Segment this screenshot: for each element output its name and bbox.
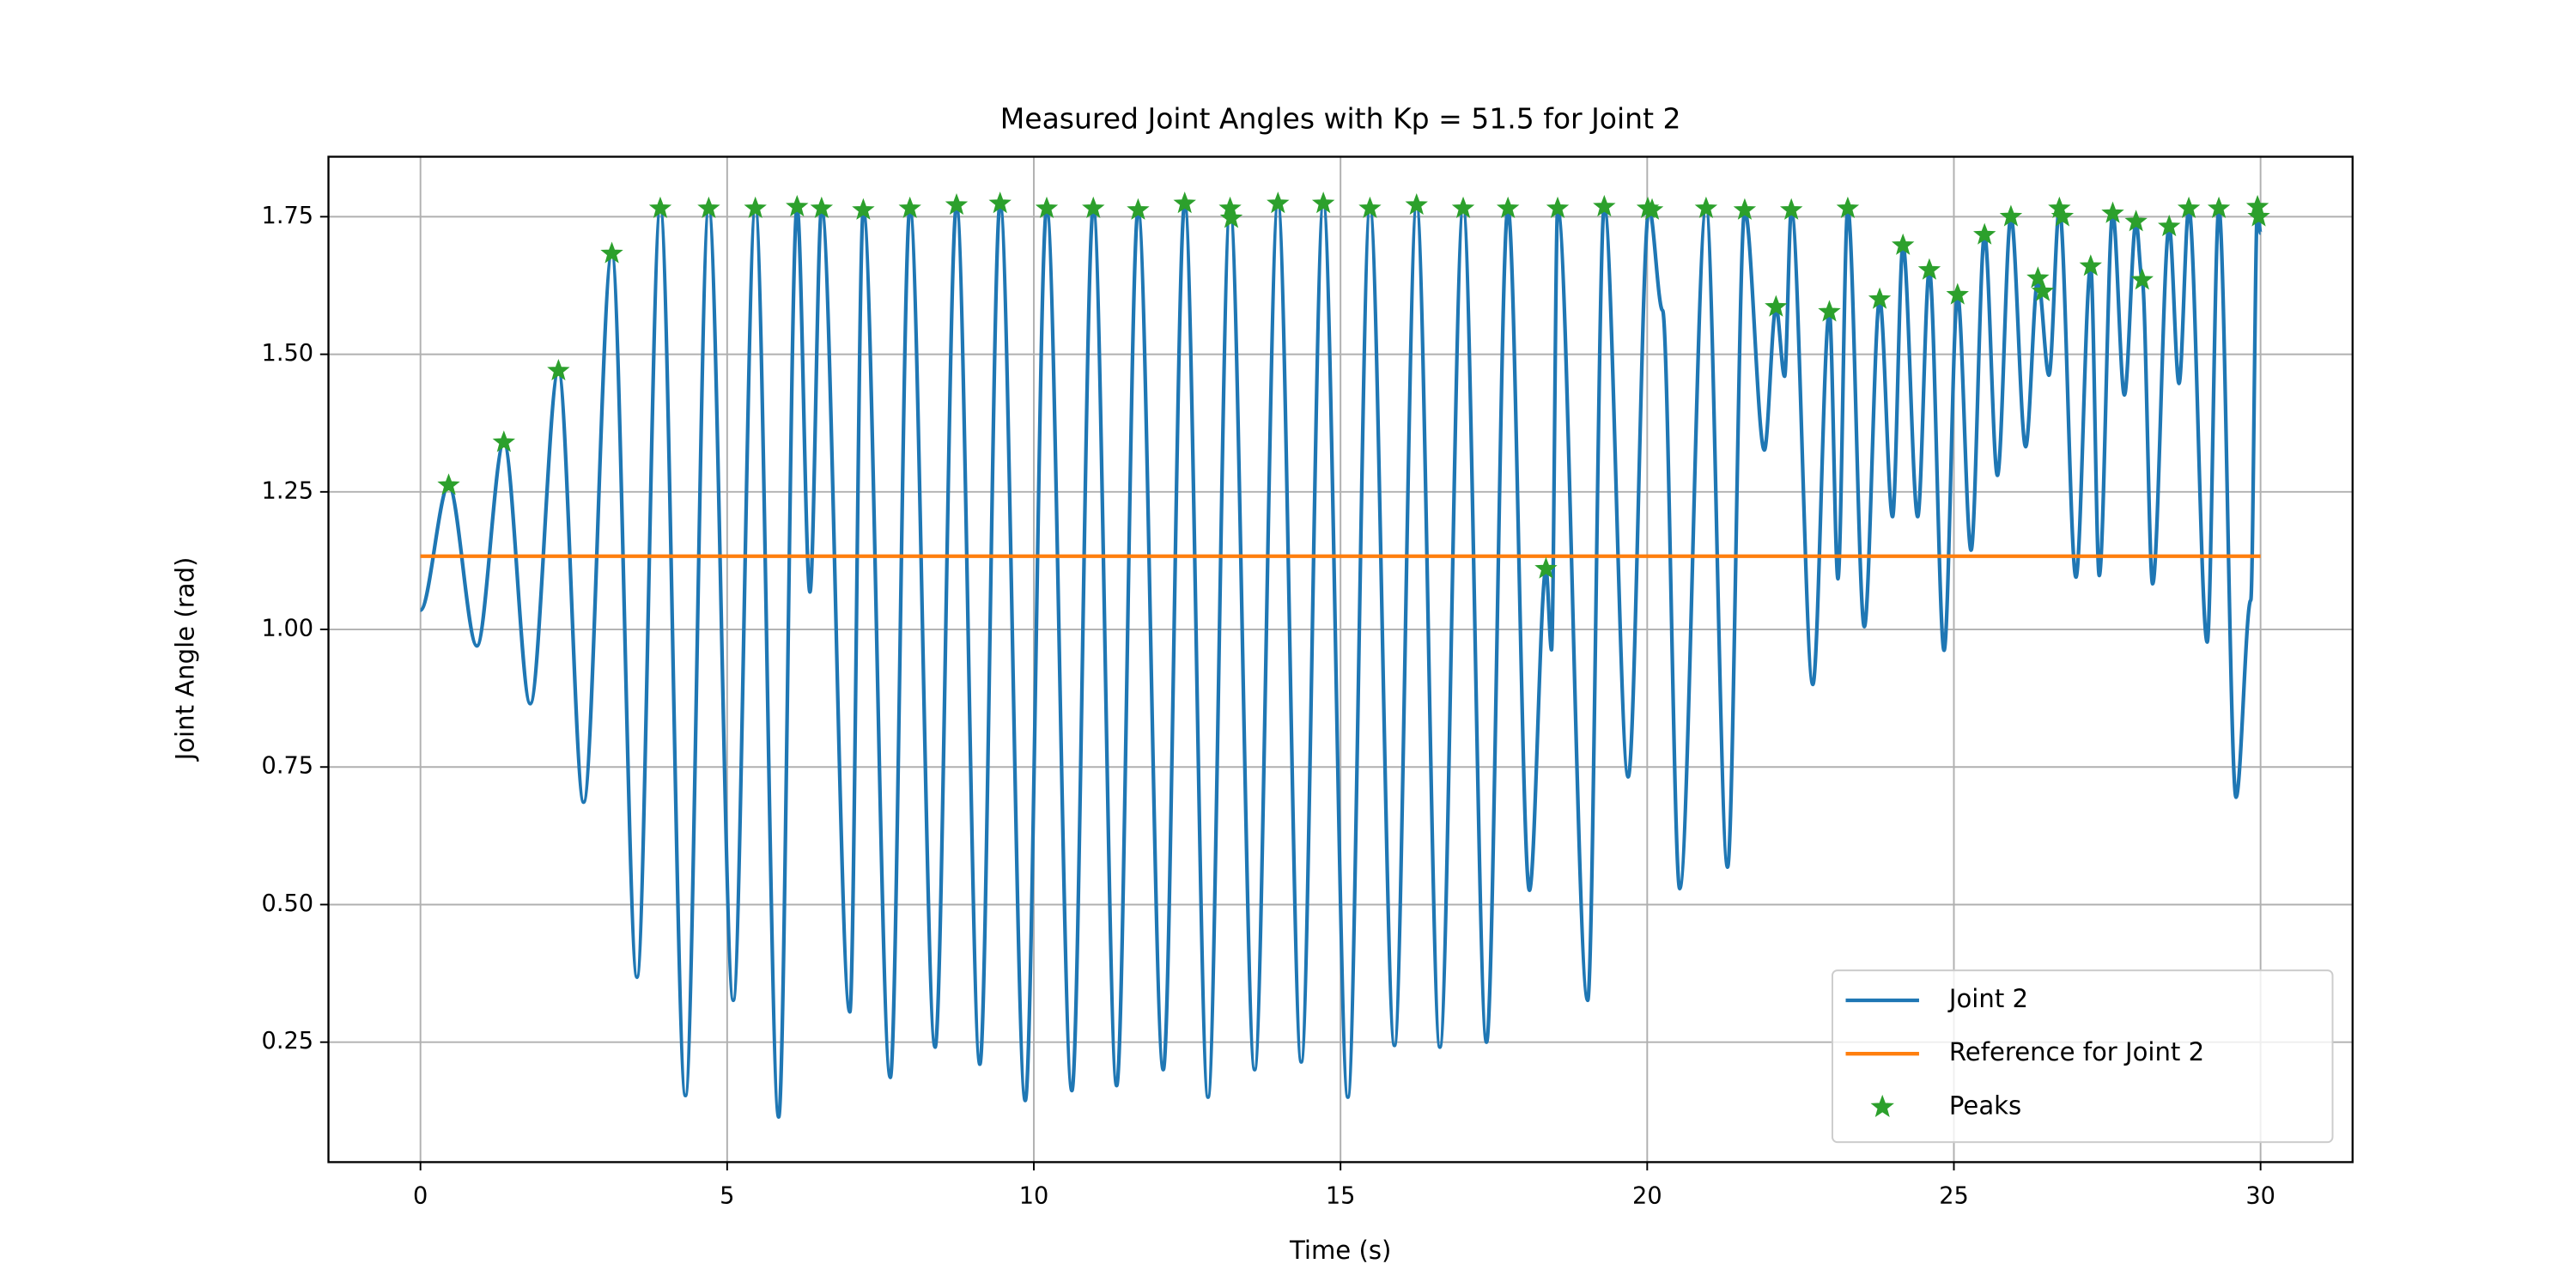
peak-marker — [2101, 201, 2124, 223]
x-axis-label: Time (s) — [1289, 1236, 1391, 1265]
legend-label: Peaks — [1949, 1091, 2021, 1120]
peak-marker — [1917, 258, 1941, 280]
peak-marker — [786, 194, 809, 217]
peak-marker — [1173, 191, 1196, 214]
y-tick-label: 1.75 — [262, 203, 314, 229]
peak-marker — [2207, 196, 2231, 218]
peak-marker — [1358, 196, 1382, 218]
peak-marker — [810, 196, 834, 218]
y-tick-label: 0.75 — [262, 753, 314, 780]
peak-marker — [1999, 204, 2023, 227]
data-line — [418, 201, 2263, 1120]
peak-marker — [437, 473, 460, 495]
legend: Joint 2 Reference for Joint 2 Peaks — [1832, 969, 2334, 1144]
peak-marker — [1593, 194, 1616, 217]
peak-marker — [1035, 196, 1059, 218]
peak-marker — [2158, 215, 2181, 237]
peak-marker — [1127, 197, 1150, 220]
peak-marker — [2048, 196, 2071, 218]
legend-label: Joint 2 — [1947, 984, 2028, 1013]
x-tick-label: 15 — [1326, 1183, 1356, 1210]
peak-marker — [1818, 300, 1841, 322]
y-tick-label: 1.25 — [262, 477, 314, 504]
chart-title: Measured Joint Angles with Kp = 51.5 for… — [1000, 101, 1681, 135]
peak-marker — [1779, 197, 1803, 220]
peak-marker — [1405, 193, 1428, 216]
peak-marker — [2130, 268, 2154, 290]
peak-marker — [1451, 196, 1475, 218]
peak-marker — [2124, 210, 2148, 232]
x-tick-label: 30 — [2245, 1183, 2275, 1210]
peak-marker — [492, 430, 516, 453]
peak-marker — [547, 358, 570, 381]
plot-area — [418, 191, 2270, 1120]
legend-swatch — [1870, 1094, 1894, 1117]
peak-marker — [2079, 254, 2102, 276]
peak-marker — [1765, 295, 1788, 317]
peak-marker — [2031, 279, 2055, 301]
peak-marker — [1219, 206, 1243, 228]
peak-marker — [744, 196, 767, 218]
legend-box — [1832, 969, 2334, 1144]
y-tick-label: 0.25 — [262, 1028, 314, 1054]
grid — [328, 156, 2353, 1163]
peak-marker — [945, 193, 969, 216]
x-tick-label: 10 — [1019, 1183, 1049, 1210]
peak-marker — [898, 196, 921, 218]
peak-marker — [1694, 196, 1718, 218]
legend-label: Reference for Joint 2 — [1949, 1037, 2204, 1066]
peak-marker — [1640, 197, 1664, 220]
peak-marker — [1946, 283, 1969, 305]
peak-marker — [1496, 196, 1520, 218]
peak-marker — [2026, 266, 2050, 289]
peak-marker — [1082, 196, 1105, 218]
peak-marker — [1267, 191, 1290, 214]
ticks: 0 5 10 15 20 25 30 0.25 0.50 0.75 1.00 1.25 1.50 1.75 — [262, 203, 2275, 1210]
peak-marker — [1836, 196, 1860, 218]
peak-marker — [648, 196, 672, 218]
x-tick-label: 0 — [413, 1183, 428, 1210]
peak-marker — [988, 191, 1012, 214]
x-tick-label: 25 — [1939, 1183, 1969, 1210]
y-tick-label: 0.50 — [262, 890, 314, 917]
peak-marker — [697, 196, 720, 218]
y-tick-label: 1.50 — [262, 340, 314, 367]
peak-marker — [1892, 233, 1915, 255]
peak-marker — [2247, 204, 2270, 227]
peak-marker — [852, 197, 875, 220]
peak-marker — [2177, 196, 2201, 218]
peak-marker — [1546, 196, 1570, 218]
y-tick-label: 1.00 — [262, 616, 314, 642]
peak-marker — [1311, 191, 1335, 214]
peak-marker — [1733, 197, 1757, 220]
peak-marker — [1534, 556, 1558, 579]
peak-marker — [1973, 222, 1996, 245]
peak-marker — [2050, 204, 2075, 227]
x-tick-label: 5 — [720, 1183, 734, 1210]
x-tick-label: 20 — [1632, 1183, 1662, 1210]
y-axis-label: Joint Angle (rad) — [170, 557, 199, 762]
peak-marker — [600, 241, 623, 264]
peak-marker — [1868, 287, 1892, 309]
